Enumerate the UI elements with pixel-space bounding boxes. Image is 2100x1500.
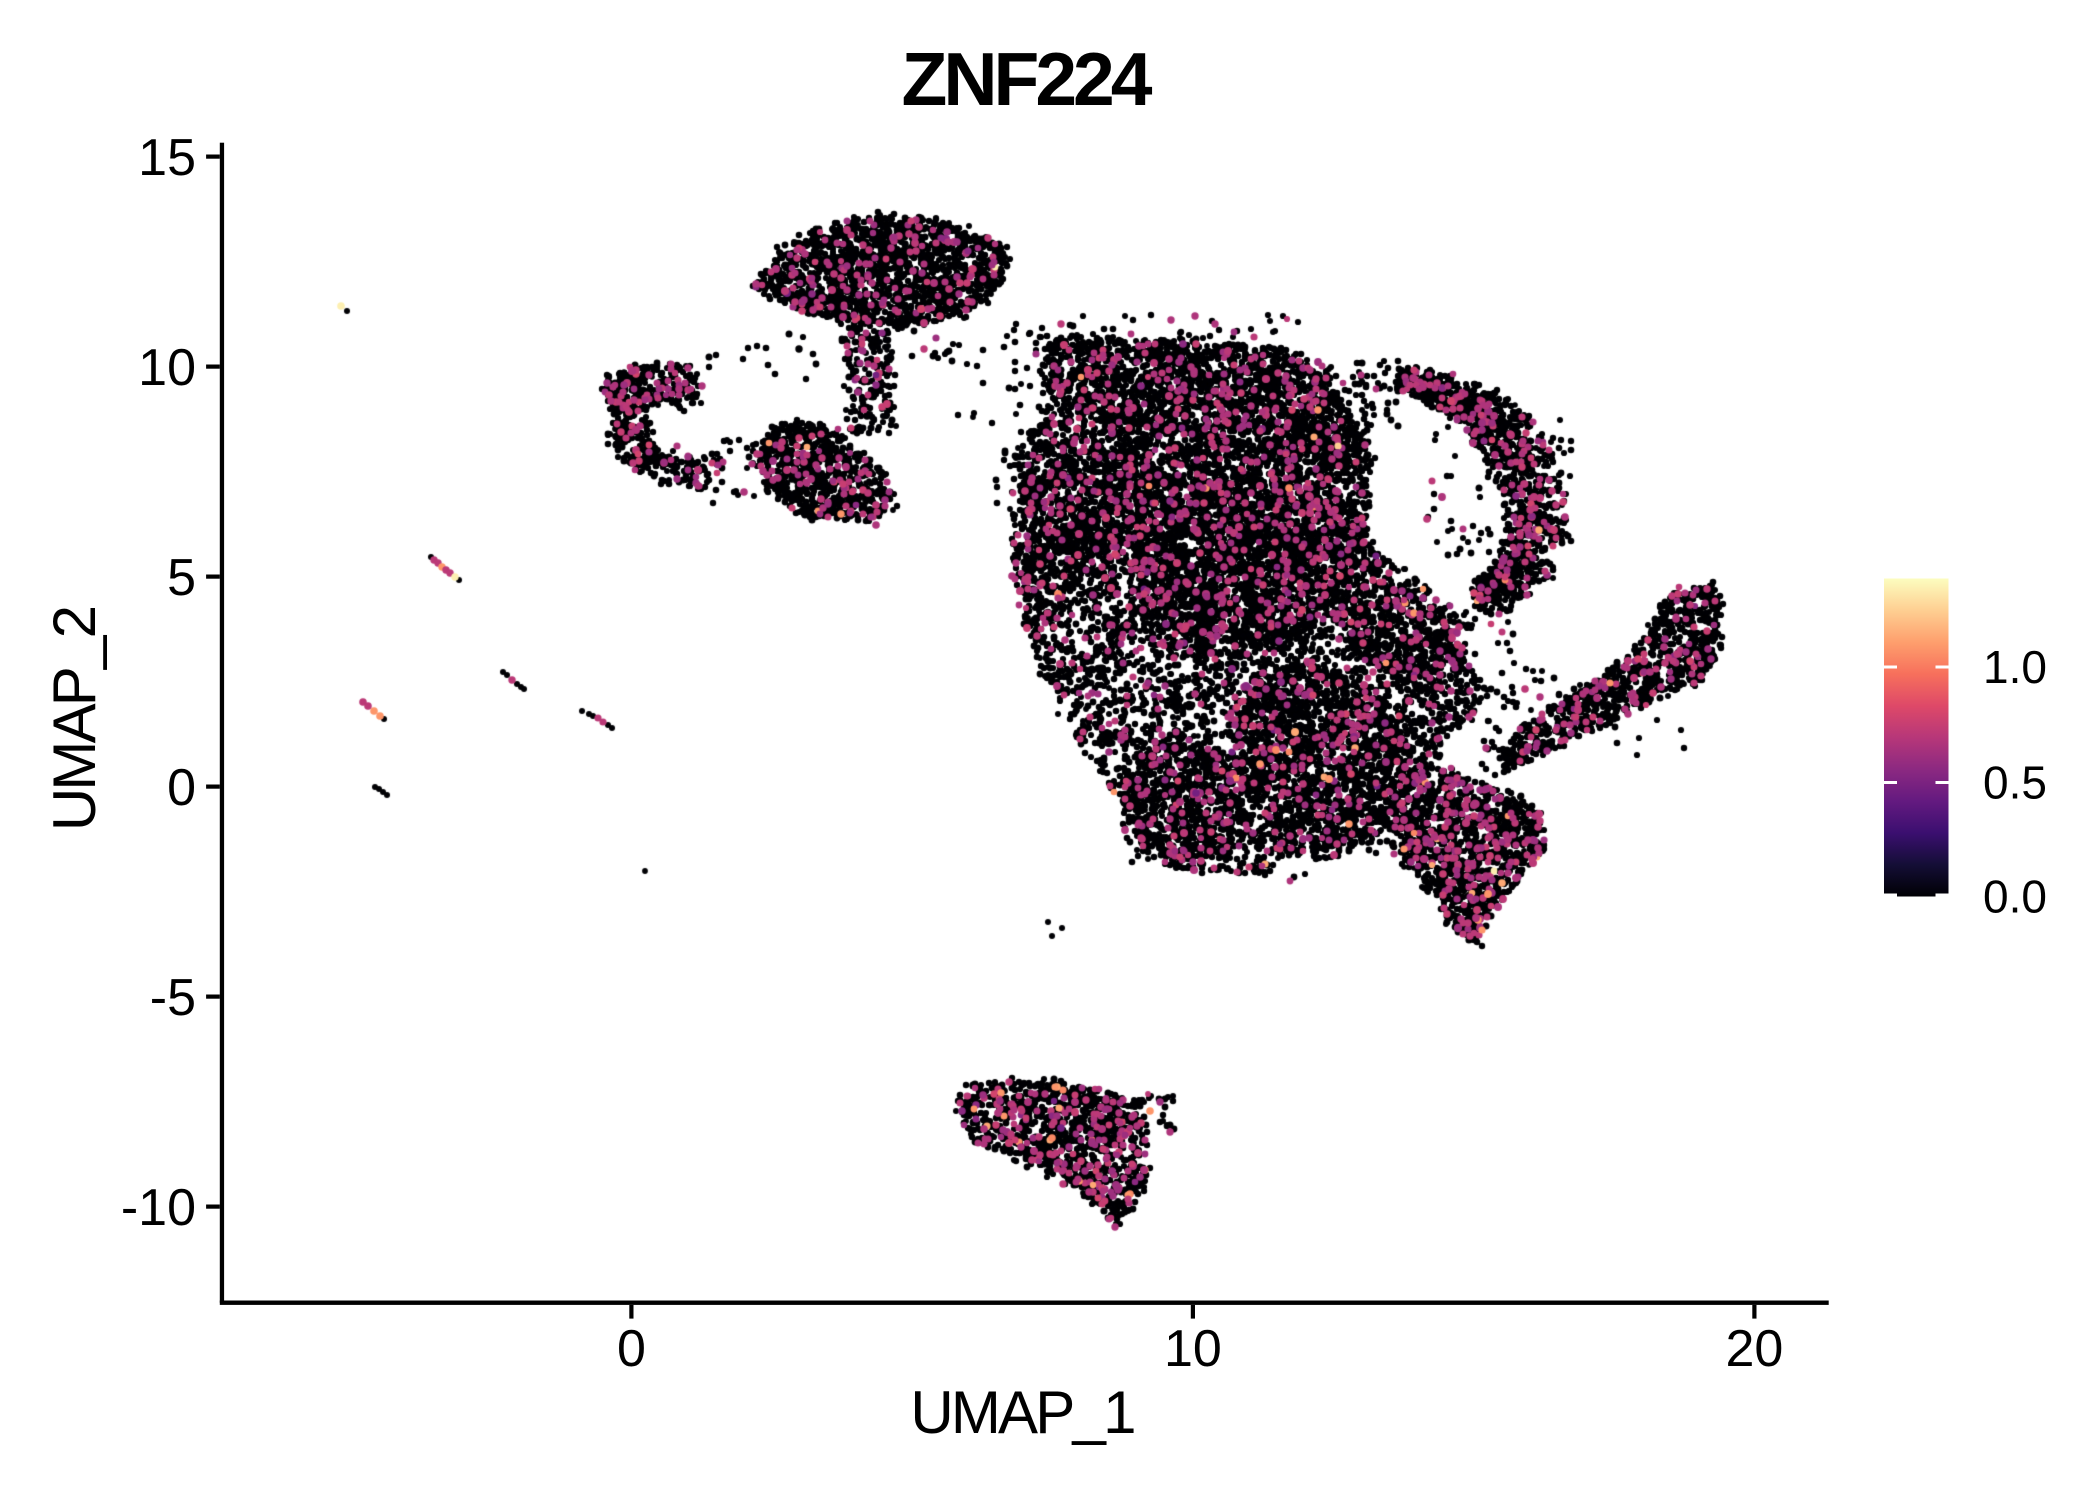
svg-text:10: 10 (138, 339, 196, 397)
svg-text:5: 5 (167, 549, 196, 607)
svg-text:0.5: 0.5 (1983, 757, 2047, 809)
svg-text:15: 15 (138, 129, 196, 187)
svg-text:10: 10 (1164, 1320, 1222, 1378)
svg-text:0: 0 (167, 759, 196, 817)
svg-text:-10: -10 (121, 1179, 196, 1237)
svg-text:-5: -5 (150, 969, 196, 1027)
svg-text:1.0: 1.0 (1983, 641, 2047, 693)
svg-text:UMAP_1: UMAP_1 (910, 1379, 1134, 1446)
svg-text:0: 0 (617, 1320, 646, 1378)
svg-text:0.0: 0.0 (1983, 871, 2047, 923)
svg-text:UMAP_2: UMAP_2 (41, 607, 108, 831)
svg-text:ZNF224: ZNF224 (902, 37, 1153, 121)
svg-text:20: 20 (1725, 1320, 1783, 1378)
